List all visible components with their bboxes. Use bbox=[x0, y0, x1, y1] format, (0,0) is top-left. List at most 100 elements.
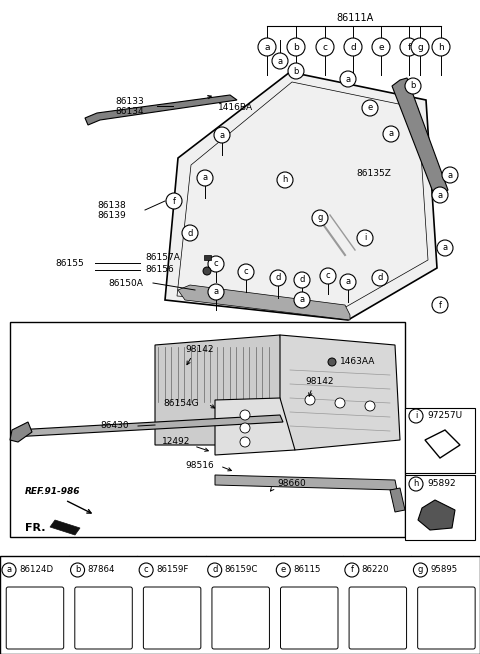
Circle shape bbox=[240, 423, 250, 433]
Text: 86430: 86430 bbox=[100, 421, 129, 430]
Text: f: f bbox=[439, 300, 442, 309]
Text: a: a bbox=[203, 173, 207, 182]
Text: g: g bbox=[317, 213, 323, 222]
Circle shape bbox=[272, 53, 288, 69]
Text: 1463AA: 1463AA bbox=[340, 358, 375, 366]
Text: 86159C: 86159C bbox=[225, 566, 258, 574]
Circle shape bbox=[287, 38, 305, 56]
Polygon shape bbox=[12, 415, 283, 437]
Text: 98142: 98142 bbox=[305, 377, 334, 387]
Text: a: a bbox=[346, 75, 350, 84]
Text: c: c bbox=[323, 43, 327, 52]
Circle shape bbox=[345, 563, 359, 577]
Bar bbox=[0, 556, 480, 654]
Circle shape bbox=[277, 172, 293, 188]
Polygon shape bbox=[392, 78, 448, 195]
Circle shape bbox=[409, 477, 423, 491]
Text: 86135Z: 86135Z bbox=[356, 169, 391, 179]
Circle shape bbox=[316, 38, 334, 56]
Polygon shape bbox=[178, 285, 350, 320]
Text: b: b bbox=[293, 67, 299, 75]
Bar bbox=[10, 322, 405, 537]
Text: e: e bbox=[367, 103, 372, 112]
Text: 97257U: 97257U bbox=[427, 411, 462, 421]
Text: a: a bbox=[346, 277, 350, 286]
Circle shape bbox=[400, 38, 418, 56]
Text: 1416BA: 1416BA bbox=[218, 103, 253, 112]
Text: a: a bbox=[300, 296, 305, 305]
Text: a: a bbox=[214, 288, 218, 296]
Text: h: h bbox=[282, 175, 288, 184]
Polygon shape bbox=[215, 475, 397, 490]
Circle shape bbox=[276, 563, 290, 577]
Circle shape bbox=[411, 38, 429, 56]
Text: 86134: 86134 bbox=[115, 107, 144, 116]
Circle shape bbox=[362, 100, 378, 116]
Circle shape bbox=[2, 563, 16, 577]
Text: d: d bbox=[350, 43, 356, 52]
Circle shape bbox=[197, 170, 213, 186]
Text: c: c bbox=[244, 267, 248, 277]
Text: 86157A: 86157A bbox=[145, 254, 180, 262]
Text: f: f bbox=[350, 566, 353, 574]
Text: 95892: 95892 bbox=[427, 479, 456, 489]
Text: 95895: 95895 bbox=[431, 566, 457, 574]
Text: 98516: 98516 bbox=[185, 462, 214, 470]
Circle shape bbox=[294, 292, 310, 308]
Circle shape bbox=[405, 78, 421, 94]
Circle shape bbox=[357, 230, 373, 246]
Circle shape bbox=[203, 267, 211, 275]
Circle shape bbox=[139, 563, 153, 577]
Text: a: a bbox=[388, 129, 394, 139]
Text: 98660: 98660 bbox=[277, 479, 306, 489]
Text: a: a bbox=[6, 566, 12, 574]
Text: d: d bbox=[300, 275, 305, 284]
Polygon shape bbox=[165, 72, 437, 320]
Circle shape bbox=[208, 563, 222, 577]
Text: i: i bbox=[364, 233, 366, 243]
Text: g: g bbox=[418, 566, 423, 574]
Bar bbox=[405, 475, 475, 540]
Text: h: h bbox=[438, 43, 444, 52]
Text: 12492: 12492 bbox=[162, 438, 191, 447]
Polygon shape bbox=[280, 335, 400, 450]
Bar bbox=[405, 408, 475, 473]
Text: 86115: 86115 bbox=[293, 566, 321, 574]
Circle shape bbox=[432, 187, 448, 203]
Polygon shape bbox=[10, 422, 32, 442]
Text: c: c bbox=[326, 271, 330, 281]
Circle shape bbox=[413, 563, 427, 577]
Polygon shape bbox=[155, 335, 295, 445]
Circle shape bbox=[328, 358, 336, 366]
Text: a: a bbox=[219, 131, 225, 139]
Text: 86155: 86155 bbox=[55, 258, 84, 267]
Circle shape bbox=[258, 38, 276, 56]
Text: g: g bbox=[417, 43, 423, 52]
Text: FR.: FR. bbox=[25, 523, 46, 533]
Circle shape bbox=[288, 63, 304, 79]
Text: c: c bbox=[144, 566, 148, 574]
Text: e: e bbox=[281, 566, 286, 574]
Circle shape bbox=[240, 410, 250, 420]
Circle shape bbox=[437, 240, 453, 256]
Text: 86156: 86156 bbox=[145, 266, 174, 275]
Text: 86133: 86133 bbox=[115, 97, 144, 105]
Circle shape bbox=[340, 274, 356, 290]
Text: 86124D: 86124D bbox=[19, 566, 53, 574]
Text: 86220: 86220 bbox=[362, 566, 389, 574]
Circle shape bbox=[312, 210, 328, 226]
Text: c: c bbox=[214, 260, 218, 269]
Circle shape bbox=[182, 225, 198, 241]
Circle shape bbox=[372, 270, 388, 286]
Circle shape bbox=[372, 38, 390, 56]
Text: 86138: 86138 bbox=[97, 201, 126, 209]
Text: b: b bbox=[75, 566, 80, 574]
Text: 87864: 87864 bbox=[87, 566, 115, 574]
Circle shape bbox=[383, 126, 399, 142]
Text: b: b bbox=[410, 82, 416, 90]
Polygon shape bbox=[85, 95, 237, 125]
Text: a: a bbox=[437, 190, 443, 199]
Text: a: a bbox=[447, 171, 453, 179]
Text: d: d bbox=[377, 273, 383, 283]
Circle shape bbox=[166, 193, 182, 209]
